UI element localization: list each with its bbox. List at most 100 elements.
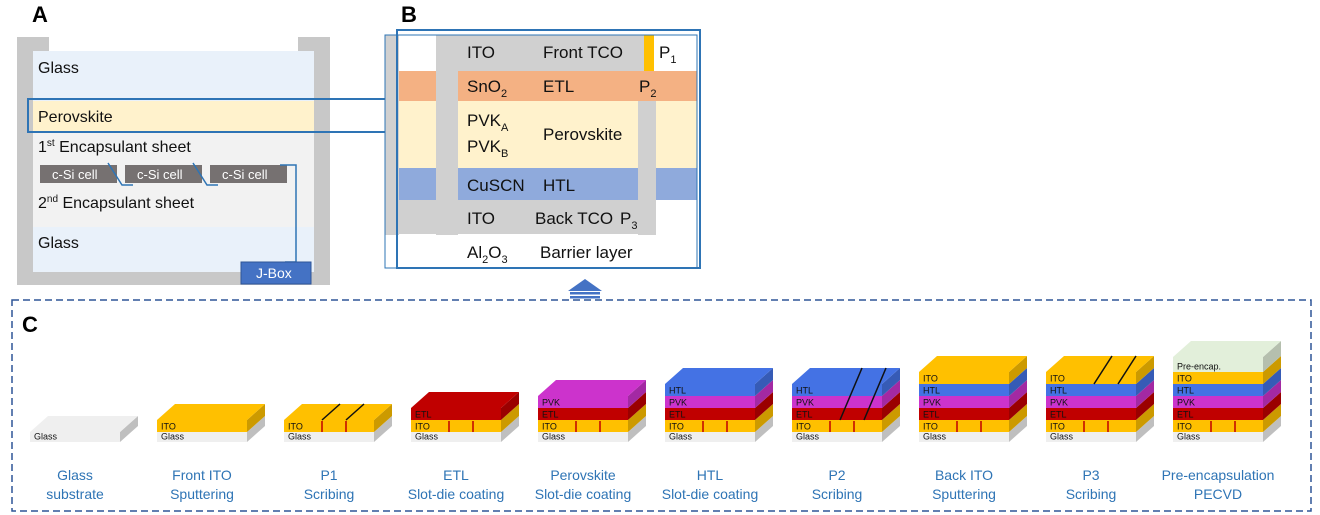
layer-ito xyxy=(411,420,501,432)
layer-side xyxy=(1009,380,1027,408)
layer-side xyxy=(1136,368,1154,396)
stack-top xyxy=(665,368,773,384)
step-method: substrate xyxy=(46,486,104,502)
layer-pvk xyxy=(1173,396,1263,408)
layer-label: PVK xyxy=(669,398,687,408)
layer-etl xyxy=(919,408,1009,420)
layer-side xyxy=(501,416,519,442)
layer-side xyxy=(1136,356,1154,384)
layer-label: HTL xyxy=(1177,386,1194,396)
layer-side xyxy=(1263,416,1281,442)
layer-glass xyxy=(1046,432,1136,442)
p1-label: P1 xyxy=(659,43,676,66)
layer-etl xyxy=(792,408,882,420)
layer-side xyxy=(247,416,265,442)
layer-label: ETL xyxy=(415,410,432,420)
step-method: Slot-die coating xyxy=(662,486,759,502)
etl-label: ETL xyxy=(543,77,574,96)
layer-etl xyxy=(538,408,628,420)
layer-label: ETL xyxy=(1050,410,1067,420)
layer-label: Glass xyxy=(1050,432,1074,442)
layer-etl xyxy=(1173,408,1263,420)
frame-left xyxy=(17,37,33,285)
layer-label: ITO xyxy=(669,422,684,432)
scribe-line xyxy=(345,403,365,421)
layer-ito xyxy=(919,420,1009,432)
layer-label: PVK xyxy=(1050,398,1068,408)
perovskite-b-label: Perovskite xyxy=(543,125,622,144)
layer-side xyxy=(120,416,138,442)
step-method: Sputtering xyxy=(932,486,996,502)
stack-top xyxy=(1046,356,1154,372)
scribe-line xyxy=(863,367,887,421)
layer-label: PVK xyxy=(1177,398,1195,408)
layer-label: ETL xyxy=(1177,410,1194,420)
panel-c: C Glass GlassITOGlassITOGlassITOETLGlassI… xyxy=(11,299,1312,512)
layer-pvk xyxy=(538,396,628,408)
layer-side xyxy=(1136,404,1154,432)
layer-side xyxy=(1009,368,1027,396)
step-title: Perovskite xyxy=(550,467,616,483)
frame-right xyxy=(314,37,330,285)
layer-side xyxy=(1136,416,1154,442)
c-si-cell-1 xyxy=(40,165,117,183)
pvka-label: PVKA xyxy=(467,111,509,134)
layer-side xyxy=(628,392,646,420)
layer-side xyxy=(1263,392,1281,420)
p2-label: P2 xyxy=(639,77,656,100)
step-title: P3 xyxy=(1082,467,1099,483)
layer-side xyxy=(1263,368,1281,396)
layer-label: Glass xyxy=(669,432,693,442)
layer-glass xyxy=(30,432,120,442)
layer-label: ETL xyxy=(796,410,813,420)
layer-label: ETL xyxy=(669,410,686,420)
glass-bottom-label: Glass xyxy=(38,235,79,252)
step-title: HTL xyxy=(697,467,724,483)
ito-back-label: ITO xyxy=(467,209,495,228)
panel-a: A Glass Perovskite 1st Encapsulant sheet… xyxy=(17,2,387,285)
layer-side xyxy=(628,380,646,408)
jbox-label: J-Box xyxy=(256,265,292,281)
encap1-label: 1st Encapsulant sheet xyxy=(38,138,191,156)
layer-side xyxy=(374,404,392,432)
layer-glass xyxy=(665,432,755,442)
layer-label: ITO xyxy=(1050,422,1065,432)
layer-side xyxy=(882,416,900,442)
layer-side xyxy=(882,404,900,432)
interconnect-2 xyxy=(192,162,218,186)
panel-c-border xyxy=(11,299,1312,512)
layer-side xyxy=(755,380,773,408)
layer-etl xyxy=(665,408,755,420)
front-tco-label: Front TCO xyxy=(543,43,623,62)
layer-label: PVK xyxy=(542,398,560,408)
step-title: P1 xyxy=(320,467,337,483)
layer-glass xyxy=(157,432,247,442)
layer-side xyxy=(882,392,900,420)
panel-a-label: A xyxy=(32,2,48,27)
layer-ito xyxy=(284,420,374,432)
layer-label: Glass xyxy=(161,432,185,442)
layer-etl xyxy=(1046,408,1136,420)
layer-side xyxy=(628,404,646,432)
layer-side xyxy=(1009,356,1027,384)
layer-side xyxy=(882,368,900,396)
layer-label: ETL xyxy=(923,410,940,420)
layer-ito xyxy=(1173,420,1263,432)
cuscn-label: CuSCN xyxy=(467,176,525,195)
pvkb-label: PVKB xyxy=(467,137,508,160)
step-title: P2 xyxy=(828,467,845,483)
step-method: Scribing xyxy=(1066,486,1117,502)
layer-glass xyxy=(411,432,501,442)
layer-ito xyxy=(157,420,247,432)
panel-c-label: C xyxy=(22,312,38,337)
stack-top xyxy=(792,368,900,384)
layer-side xyxy=(374,416,392,442)
layer-label: ITO xyxy=(923,422,938,432)
layer-label: Glass xyxy=(796,432,820,442)
layer-label: ITO xyxy=(923,374,938,384)
layer-side xyxy=(882,380,900,408)
layer-label: ITO xyxy=(415,422,430,432)
